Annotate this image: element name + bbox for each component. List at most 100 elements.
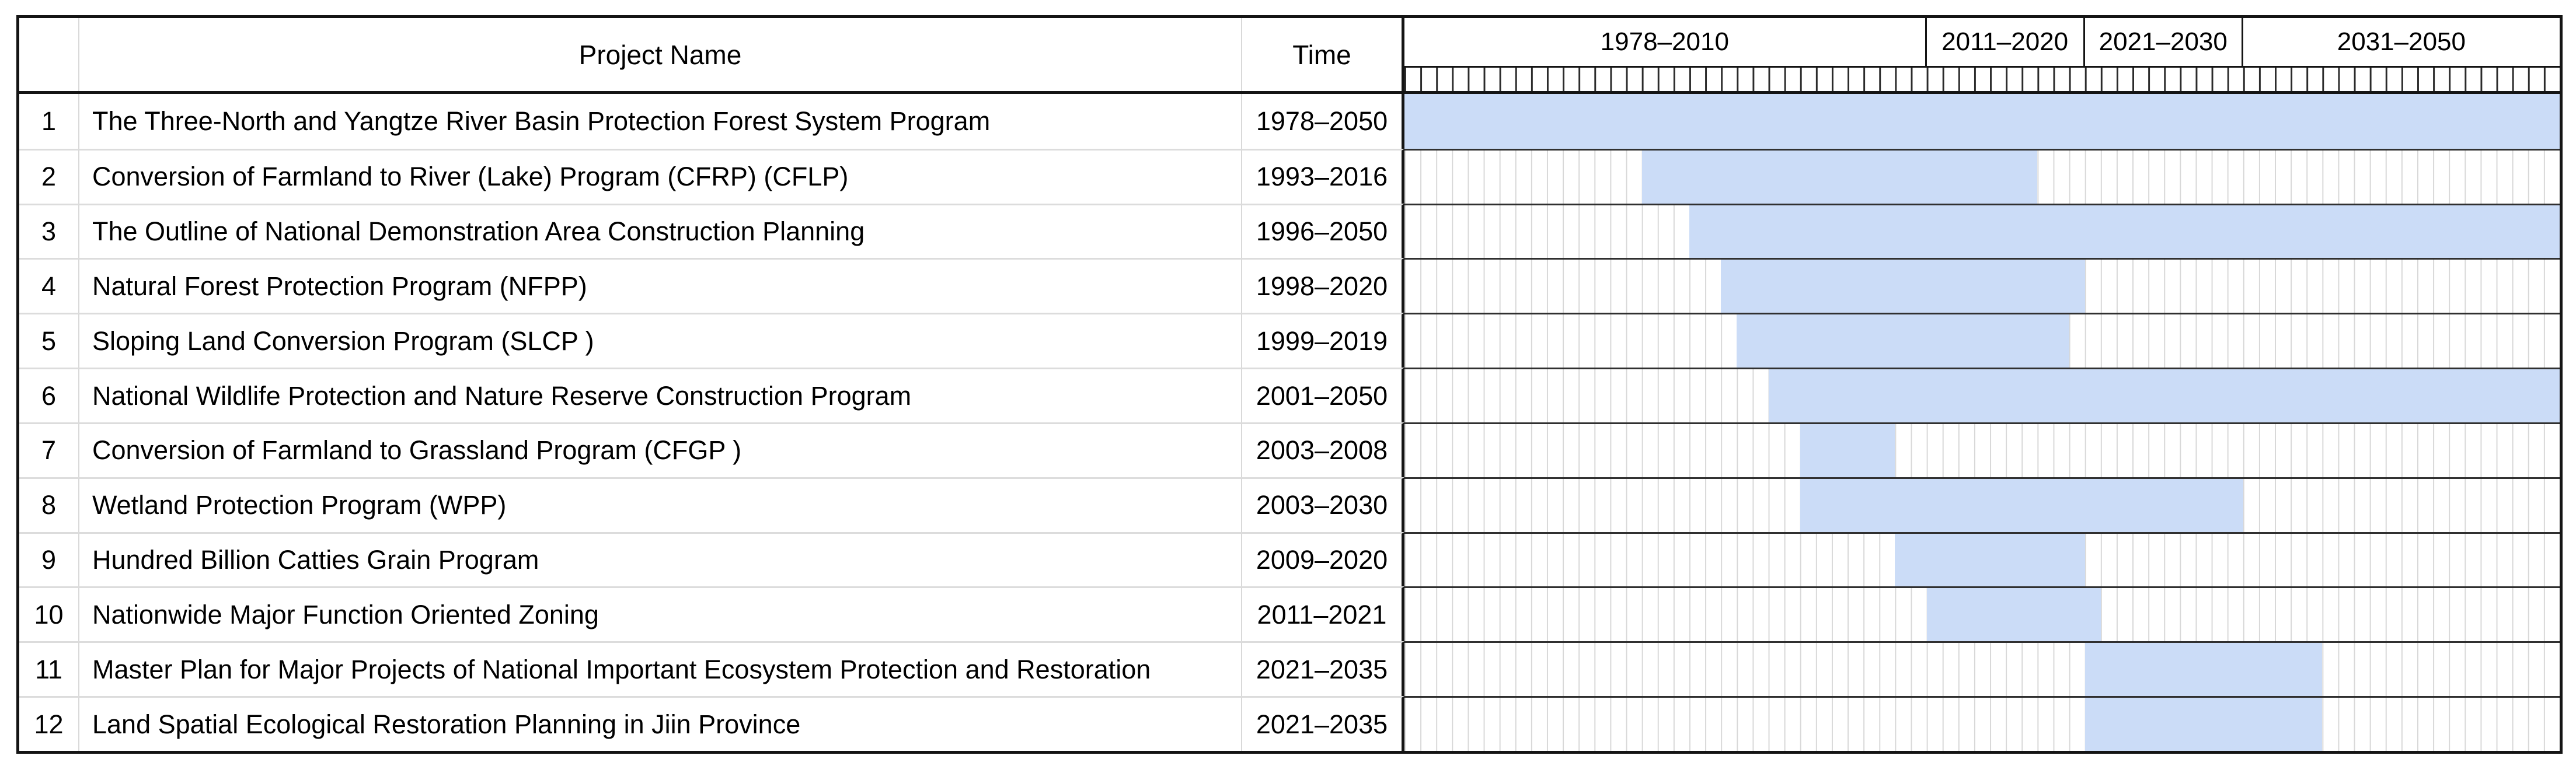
project-name-cell: Sloping Land Conversion Program (SLCP ) (79, 313, 1242, 368)
gantt-bar (1737, 314, 2069, 368)
table-body: 1 The Three-North and Yangtze River Basi… (19, 94, 2560, 751)
project-name-label: Conversion of Farmland to River (Lake) P… (92, 162, 849, 192)
time-cell: 2001–2050 (1242, 368, 1404, 422)
year-tick-ruler (1404, 68, 2560, 91)
project-name-label: Conversion of Farmland to Grassland Prog… (92, 435, 742, 466)
row-number-cell: 4 (19, 258, 79, 313)
row-number-cell: 10 (19, 586, 79, 642)
gantt-cell (1404, 258, 2560, 313)
row-number: 10 (34, 599, 64, 629)
table-row: 6 National Wildlife Protection and Natur… (19, 368, 2560, 422)
period-header-row: 1978–2010 2011–2020 2021–2030 2031–2050 (1404, 18, 2560, 68)
gantt-bar (1641, 150, 2038, 204)
row-number: 1 (41, 106, 57, 136)
period-header: 2021–2030 (2085, 18, 2243, 66)
gantt-cell (1404, 94, 2560, 149)
row-number-column-header (19, 18, 79, 91)
time-cell: 2009–2020 (1242, 531, 1404, 587)
table-row: 8 Wetland Protection Program (WPP) 2003–… (19, 477, 2560, 532)
time-cell: 2021–2035 (1242, 641, 1404, 697)
time-range-label: 1999–2019 (1256, 326, 1388, 356)
row-number-cell: 9 (19, 531, 79, 587)
row-number-cell: 7 (19, 422, 79, 477)
gantt-cell (1404, 531, 2560, 587)
period-header: 2031–2050 (2337, 27, 2466, 56)
row-number: 12 (34, 709, 64, 739)
gantt-cell (1404, 586, 2560, 642)
row-number: 9 (41, 545, 57, 575)
gantt-bar (1721, 260, 2085, 313)
gantt-cell (1404, 477, 2560, 532)
row-number: 8 (41, 490, 57, 520)
gantt-cell (1404, 313, 2560, 368)
period-header: 2011–2020 (1927, 18, 2085, 66)
row-number-cell: 3 (19, 203, 79, 258)
project-name-label: The Outline of National Demonstration Ar… (92, 216, 865, 247)
row-number: 4 (41, 271, 57, 301)
project-name-cell: The Three-North and Yangtze River Basin … (79, 94, 1242, 149)
time-cell: 2011–2021 (1242, 586, 1404, 642)
project-name-cell: Hundred Billion Catties Grain Program (79, 531, 1242, 587)
row-number: 5 (41, 326, 57, 356)
table-row: 11 Master Plan for Major Projects of Nat… (19, 641, 2560, 697)
project-name-cell: Natural Forest Protection Program (NFPP) (79, 258, 1242, 313)
gantt-bar (2084, 643, 2323, 697)
row-number: 6 (41, 380, 57, 411)
gantt-bar (2084, 698, 2323, 751)
project-name-label: Sloping Land Conversion Program (SLCP ) (92, 326, 594, 356)
gantt-bar (1800, 424, 1895, 477)
project-name-label: Natural Forest Protection Program (NFPP) (92, 271, 587, 301)
table-row: 10 Nationwide Major Function Oriented Zo… (19, 586, 2560, 642)
time-header-label: Time (1292, 39, 1351, 70)
gantt-bar (1404, 94, 2560, 149)
time-cell: 2021–2035 (1242, 696, 1404, 751)
table-row: 9 Hundred Billion Catties Grain Program … (19, 531, 2560, 587)
gantt-header: 1978–2010 2011–2020 2021–2030 2031–2050 (1404, 18, 2560, 91)
period-header: 1978–2010 (1404, 18, 1927, 66)
project-name-cell: Nationwide Major Function Oriented Zonin… (79, 586, 1242, 642)
time-range-label: 2001–2050 (1256, 380, 1388, 411)
gantt-cell (1404, 368, 2560, 422)
row-number-cell: 6 (19, 368, 79, 422)
table-header: Project Name Time 1978–2010 2011–2020 2021… (19, 18, 2560, 94)
time-cell: 1978–2050 (1242, 94, 1404, 149)
time-cell: 2003–2030 (1242, 477, 1404, 532)
row-number: 3 (41, 216, 57, 247)
row-number-cell: 11 (19, 641, 79, 697)
project-name-label: Wetland Protection Program (WPP) (92, 490, 507, 520)
time-range-label: 1996–2050 (1256, 216, 1388, 247)
time-range-label: 2009–2020 (1256, 545, 1388, 575)
project-name-header-label: Project Name (578, 39, 742, 70)
table-row: 4 Natural Forest Protection Program (NFP… (19, 258, 2560, 313)
project-name-cell: Wetland Protection Program (WPP) (79, 477, 1242, 532)
time-cell: 1996–2050 (1242, 203, 1404, 258)
table-row: 7 Conversion of Farmland to Grassland Pr… (19, 422, 2560, 477)
gantt-cell (1404, 148, 2560, 204)
gantt-bar (1926, 588, 2101, 642)
time-range-label: 2011–2021 (1257, 599, 1387, 629)
gantt-bar (1800, 478, 2243, 532)
gantt-bar (1895, 533, 2085, 587)
gantt-cell (1404, 641, 2560, 697)
row-number-cell: 1 (19, 94, 79, 149)
row-number: 2 (41, 162, 57, 192)
time-range-label: 2021–2035 (1256, 709, 1388, 739)
project-name-cell: Conversion of Farmland to River (Lake) P… (79, 148, 1242, 204)
table-row: 1 The Three-North and Yangtze River Basi… (19, 94, 2560, 149)
gantt-cell (1404, 203, 2560, 258)
row-number-cell: 12 (19, 696, 79, 751)
project-name-label: Nationwide Major Function Oriented Zonin… (92, 599, 599, 629)
row-number-cell: 8 (19, 477, 79, 532)
project-name-label: Hundred Billion Catties Grain Program (92, 545, 539, 575)
time-cell: 1993–2016 (1242, 148, 1404, 204)
project-name-label: Land Spatial Ecological Restoration Plan… (92, 709, 801, 739)
time-range-label: 1993–2016 (1256, 162, 1388, 192)
time-cell: 1999–2019 (1242, 313, 1404, 368)
project-name-cell: National Wildlife Protection and Nature … (79, 368, 1242, 422)
project-name-label: The Three-North and Yangtze River Basin … (92, 106, 991, 136)
time-cell: 1998–2020 (1242, 258, 1404, 313)
time-range-label: 2003–2008 (1256, 435, 1388, 466)
table-row: 3 The Outline of National Demonstration … (19, 203, 2560, 258)
time-range-label: 1978–2050 (1256, 106, 1388, 136)
